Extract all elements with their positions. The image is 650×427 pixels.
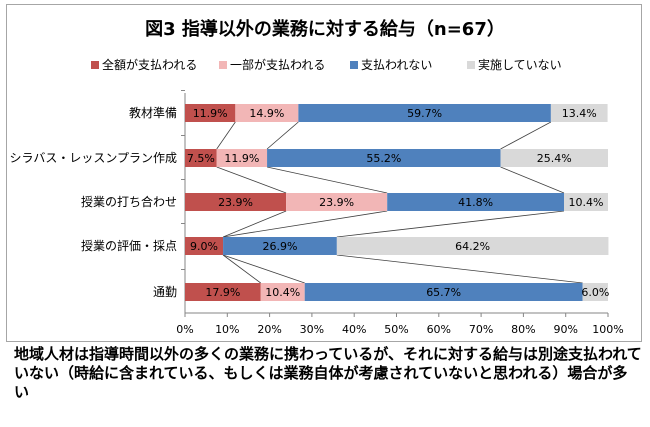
legend-swatch-2 [350,61,358,69]
bar-全額が支払われる-0 [185,104,236,122]
data-label-1-0: 14.9% [249,107,284,120]
bar-一部が支払われる-0 [235,104,299,122]
stacked-bar-chart: 図3 指導以外の業務に対する給与（n=67） 全額が支払われる 一部が支払われる 支… [9,18,624,336]
x-tick-label-9: 90% [553,323,577,336]
x-tick-label-6: 60% [427,323,451,336]
category-label-2: 授業の打ち合わせ [81,194,177,209]
connector-line-0-1 [216,166,287,194]
bar-全額が支払われる-1 [185,149,217,167]
data-label-3-0: 13.4% [562,107,597,120]
bar-支払われない-0 [298,104,551,122]
data-label-0-3: 9.0% [190,240,218,253]
connector-line-2-1 [500,166,565,194]
bar-支払われない-4 [304,283,583,301]
legend-label-2: 支払われない [361,58,432,72]
legend-label-3: 実施していない [478,57,562,72]
x-tick-label-4: 40% [342,323,366,336]
data-label-0-4: 17.9% [205,286,240,299]
x-tick-label-0: 0% [176,323,193,336]
x-tick-label-7: 70% [469,323,493,336]
bar-全額が支払われる-4 [185,283,261,301]
bar-実施していない-2 [564,193,608,211]
caption-text: 地域人材は指導時間以外の多くの業務に携わっているが、それに対する給与は別途支払わ… [14,345,642,401]
legend-label-1: 一部が支払われる [230,57,325,72]
x-tick-label-8: 80% [511,323,535,336]
bar-支払われない-2 [387,193,565,211]
data-label-1-2: 23.9% [319,196,354,209]
connector-line-2-3 [336,254,583,284]
x-tick-label-1: 10% [215,323,239,336]
legend-swatch-3 [467,61,475,69]
bar-一部が支払われる-4 [260,283,305,301]
connector-line-1-3 [222,254,305,284]
connector-line-0-3 [222,254,261,284]
data-label-1-4: 10.4% [265,286,300,299]
connector-line-1-0 [266,121,299,150]
legend-swatch-1 [219,61,227,69]
connector-line-1-1 [266,166,388,194]
bar-全額が支払われる-3 [185,237,224,255]
connector-line-1-2 [223,210,388,238]
category-label-1: シラバス・レッスンプラン作成 [9,151,177,165]
data-label-2-1: 55.2% [366,152,401,165]
bar-一部が支払われる-2 [286,193,388,211]
connector-line-0-2 [222,210,287,238]
chart-title: 図3 指導以外の業務に対する給与（n=67） [145,18,505,40]
legend-swatch-0 [91,61,99,69]
data-label-2-0: 59.7% [407,107,442,120]
data-label-2-4: 65.7% [426,286,461,299]
category-label-4: 通勤 [153,285,177,299]
x-tick-label-10: 100% [592,323,623,336]
bar-全額が支払われる-2 [185,193,287,211]
bar-実施していない-0 [550,104,608,122]
data-label-2-3: 26.9% [262,240,297,253]
category-label-0: 教材準備 [129,105,177,120]
chart-frame: 図3 指導以外の業務に対する給与（n=67） 全額が支払われる 一部が支払われる 支… [6,4,642,342]
data-label-0-0: 11.9% [193,107,228,120]
bar-実施していない-3 [336,237,609,255]
bar-支払われない-1 [267,149,501,167]
data-label-3-4: 6.0% [581,286,609,299]
legend: 全額が支払われる 一部が支払われる 支払われない 実施していない [91,57,562,72]
connector-line-0-0 [216,121,236,150]
plot-area: 0% 10% 20% 30% 40% 50% 60% 70% 80% 90% 100% 教材準備シラバ… [9,90,624,336]
data-label-0-1: 7.5% [187,152,215,165]
x-tick-label-3: 30% [300,323,324,336]
data-label-0-2: 23.9% [218,196,253,209]
legend-label-0: 全額が支払われる [102,57,197,72]
data-label-2-2: 41.8% [458,196,493,209]
data-label-3-3: 64.2% [455,240,490,253]
connector-line-2-0 [500,121,552,150]
data-label-3-2: 10.4% [569,196,604,209]
bar-一部が支払われる-1 [216,149,268,167]
bar-実施していない-1 [500,149,608,167]
bar-支払われない-3 [223,237,337,255]
x-tick-label-2: 20% [257,323,281,336]
category-label-3: 授業の評価・採点 [81,238,177,253]
x-tick-label-5: 50% [384,323,408,336]
data-label-1-1: 11.9% [224,152,259,165]
connector-line-2-2 [336,210,565,238]
data-label-3-1: 25.4% [537,152,572,165]
bar-実施していない-4 [582,283,608,301]
